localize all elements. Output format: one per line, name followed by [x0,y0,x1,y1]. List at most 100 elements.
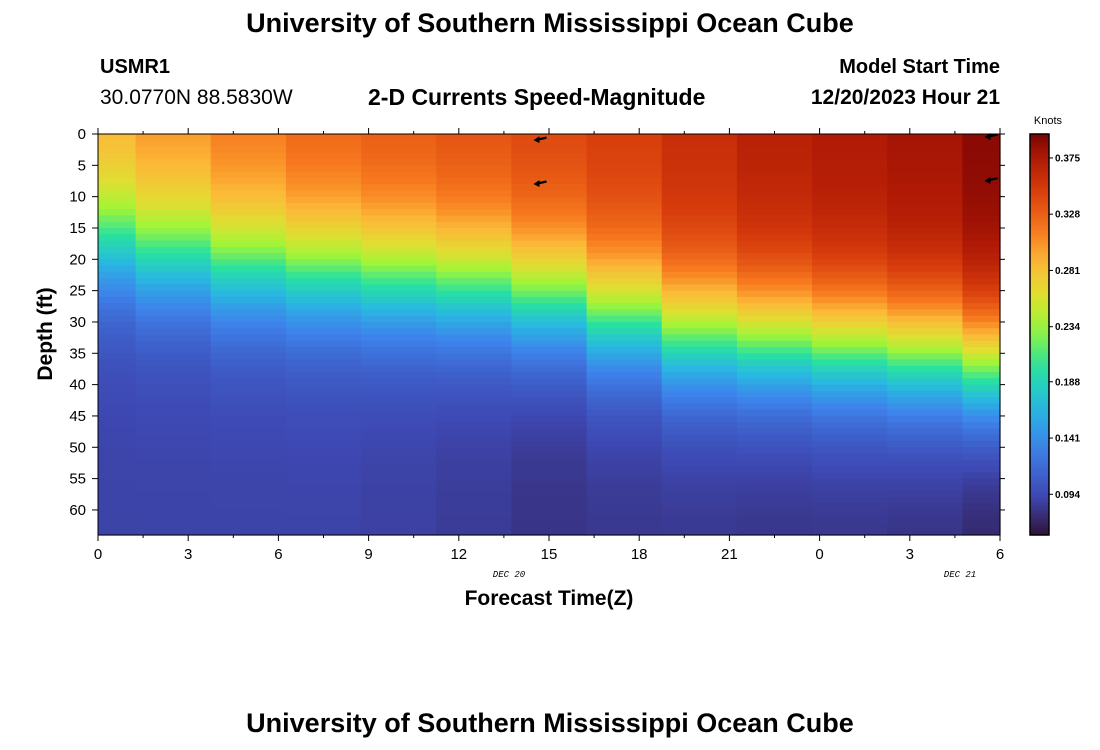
heatmap-cell [135,428,212,436]
heatmap-cell [661,422,738,430]
y-tick-label: 25 [69,283,86,300]
heatmap-cell [210,491,287,499]
heatmap-cell [586,146,663,154]
heatmap-cell [736,353,813,361]
heatmap-cell [135,415,212,423]
heatmap-cell [135,334,212,342]
heatmap-cell [285,234,362,242]
heatmap-cell [210,459,287,467]
heatmap-cell [135,209,212,217]
heatmap-cell [812,428,888,436]
heatmap-cell [135,434,212,442]
heatmap-cell [586,409,663,417]
heatmap-cell [812,334,888,342]
heatmap-cell [436,359,513,367]
heatmap-cell [436,378,513,386]
heatmap-cell [511,384,588,392]
heatmap-cell [511,159,588,166]
heatmap-cell [361,221,437,229]
heatmap-cell [812,478,888,486]
heatmap-cell [812,434,888,442]
heatmap-cell [98,340,137,348]
heatmap-cell [285,309,362,317]
heatmap-cell [736,365,813,373]
heatmap-cell [135,171,212,179]
heatmap-cell [511,409,588,417]
heatmap-cell [361,202,437,210]
heatmap-cell [736,234,813,242]
heatmap-cell [511,397,588,405]
heatmap-cell [586,516,663,524]
heatmap-cell [812,415,888,423]
arrow-head [984,176,991,184]
heatmap-cell [812,328,888,336]
heatmap-cell [586,202,663,210]
heatmap-cell [661,184,738,191]
heatmap-cell [98,378,137,386]
x-tick-label: 3 [184,546,192,563]
heatmap-cell [436,240,513,248]
heatmap-cell [210,246,287,254]
heatmap-cell [135,328,212,336]
heatmap-cell [361,303,437,311]
heatmap-cell [586,296,663,304]
heatmap-cell [887,353,964,361]
heatmap-cell [812,202,888,210]
heatmap-cell [98,509,137,517]
heatmap-cell [135,347,212,354]
current-vector-arrow [533,136,547,144]
heatmap-cell [511,434,588,442]
heatmap-cell [436,171,513,179]
heatmap-cell [98,234,137,242]
heatmap-cell [661,478,738,486]
heatmap-cell [361,415,437,423]
heatmap-cell [736,309,813,317]
heatmap-cell [210,503,287,511]
heatmap-cell [736,165,813,173]
heatmap-cell [887,196,964,204]
heatmap-cell [812,190,888,198]
heatmap-cell [887,516,964,524]
heatmap-cell [812,321,888,329]
heatmap-cell [661,296,738,304]
heatmap-cell [586,209,663,217]
model-start-value: 12/20/2023 Hour 21 [810,86,1000,109]
heatmap-cell [511,328,588,336]
heatmap-cell [586,134,663,141]
heatmap-cell [736,340,813,348]
heatmap-cell [98,196,137,204]
heatmap-cell [436,409,513,417]
heatmap-cell [511,177,588,185]
heatmap-cell [98,303,137,311]
heatmap-cell [586,359,663,367]
heatmap-cell [661,152,738,160]
heatmap-cell [812,472,888,480]
heatmap-cell [361,347,437,354]
heatmap-cell [812,165,888,173]
heatmap-cell [586,390,663,398]
heatmap-cell [962,403,1001,411]
heatmap-cell [98,259,137,267]
heatmap-cell [887,159,964,166]
heatmap-cell [210,403,287,411]
x-tick-label: 15 [541,546,558,563]
heatmap-cell [361,240,437,248]
heatmap-cell [812,503,888,511]
heatmap-cell [285,453,362,461]
heatmap-cell [285,171,362,179]
heatmap-cell [210,278,287,285]
heatmap-cell [736,240,813,248]
heatmap-cell [586,497,663,505]
heatmap-cell [285,196,362,204]
heatmap-cell [361,491,437,499]
heatmap-cell [361,384,437,392]
heatmap-cell [962,365,1001,373]
heatmap-cell [812,240,888,248]
heatmap-cell [135,372,212,379]
heatmap-cell [812,353,888,361]
heatmap-cell [962,246,1001,254]
heatmap-cell [361,516,437,524]
heatmap-cell [436,184,513,191]
heatmap-cell [98,372,137,379]
heatmap-cell [135,409,212,417]
